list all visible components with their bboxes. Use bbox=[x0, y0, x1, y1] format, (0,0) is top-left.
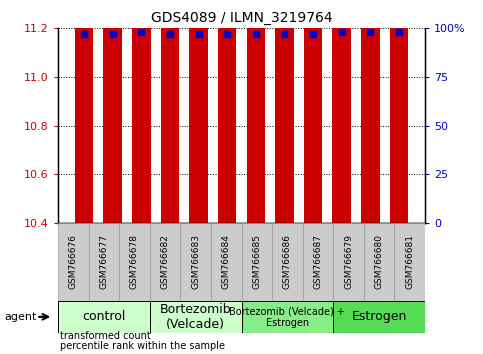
Bar bbox=[242, 301, 333, 333]
Bar bbox=[361, 0, 380, 223]
Text: GSM766680: GSM766680 bbox=[375, 234, 384, 290]
Bar bbox=[75, 0, 93, 223]
Bar bbox=[275, 0, 294, 223]
Bar bbox=[119, 223, 150, 301]
Text: transformed count: transformed count bbox=[60, 331, 151, 341]
Bar bbox=[364, 223, 395, 301]
Text: Bortezomib
(Velcade): Bortezomib (Velcade) bbox=[160, 303, 231, 331]
Text: GSM766677: GSM766677 bbox=[99, 234, 108, 290]
Text: GSM766678: GSM766678 bbox=[130, 234, 139, 290]
Bar bbox=[160, 0, 179, 223]
Bar bbox=[189, 0, 208, 223]
Text: Bortezomib (Velcade) +
Estrogen: Bortezomib (Velcade) + Estrogen bbox=[229, 306, 345, 328]
Text: control: control bbox=[82, 310, 126, 323]
Text: Estrogen: Estrogen bbox=[352, 310, 407, 323]
Text: GSM766681: GSM766681 bbox=[405, 234, 414, 290]
Text: GSM766684: GSM766684 bbox=[222, 234, 231, 290]
Text: GDS4089 / ILMN_3219764: GDS4089 / ILMN_3219764 bbox=[151, 11, 332, 25]
Text: GSM766679: GSM766679 bbox=[344, 234, 353, 290]
Text: GSM766685: GSM766685 bbox=[252, 234, 261, 290]
Text: percentile rank within the sample: percentile rank within the sample bbox=[60, 341, 226, 350]
Bar bbox=[218, 0, 237, 223]
Text: GSM766676: GSM766676 bbox=[69, 234, 78, 290]
Bar bbox=[88, 223, 119, 301]
Bar bbox=[150, 223, 180, 301]
Text: agent: agent bbox=[5, 312, 37, 322]
Bar bbox=[332, 0, 351, 223]
Bar bbox=[246, 0, 265, 223]
Bar bbox=[333, 301, 425, 333]
Text: GSM766687: GSM766687 bbox=[313, 234, 323, 290]
Text: GSM766682: GSM766682 bbox=[160, 234, 170, 290]
Bar bbox=[103, 0, 122, 223]
Text: GSM766683: GSM766683 bbox=[191, 234, 200, 290]
Bar bbox=[272, 223, 303, 301]
Bar bbox=[333, 223, 364, 301]
Bar bbox=[242, 223, 272, 301]
Bar bbox=[58, 301, 150, 333]
Text: GSM766686: GSM766686 bbox=[283, 234, 292, 290]
Bar bbox=[304, 0, 323, 223]
Bar bbox=[132, 0, 151, 223]
Bar bbox=[390, 0, 408, 223]
Bar bbox=[395, 223, 425, 301]
Bar bbox=[150, 301, 242, 333]
Bar bbox=[303, 223, 333, 301]
Bar bbox=[211, 223, 242, 301]
Bar bbox=[180, 223, 211, 301]
Bar bbox=[58, 223, 88, 301]
